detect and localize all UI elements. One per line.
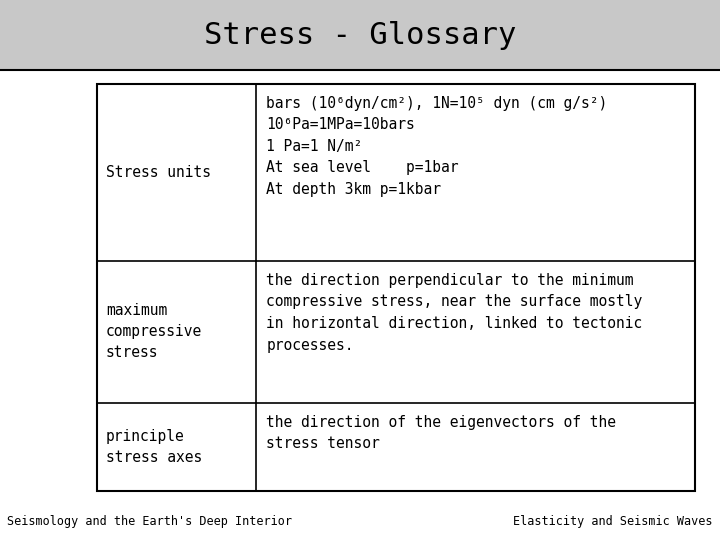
Bar <box>0 0 720 70</box>
Text: Stress - Glossary: Stress - Glossary <box>204 21 516 50</box>
Text: Seismology and the Earth's Deep Interior: Seismology and the Earth's Deep Interior <box>7 515 292 528</box>
Text: bars (10⁶dyn/cm²), 1N=10⁵ dyn (cm g/s²)
10⁶Pa=1MPa=10bars
1 Pa=1 N/m²
At sea lev: bars (10⁶dyn/cm²), 1N=10⁵ dyn (cm g/s²) … <box>266 96 608 197</box>
Text: Elasticity and Seismic Waves: Elasticity and Seismic Waves <box>513 515 713 528</box>
Bar <box>97 84 695 491</box>
Text: principle
stress axes: principle stress axes <box>106 429 202 465</box>
Text: the direction perpendicular to the minimum
compressive stress, near the surface : the direction perpendicular to the minim… <box>266 273 643 353</box>
Text: Stress units: Stress units <box>106 165 211 180</box>
Text: the direction of the eigenvectors of the
stress tensor: the direction of the eigenvectors of the… <box>266 415 616 451</box>
Text: maximum
compressive
stress: maximum compressive stress <box>106 303 202 360</box>
